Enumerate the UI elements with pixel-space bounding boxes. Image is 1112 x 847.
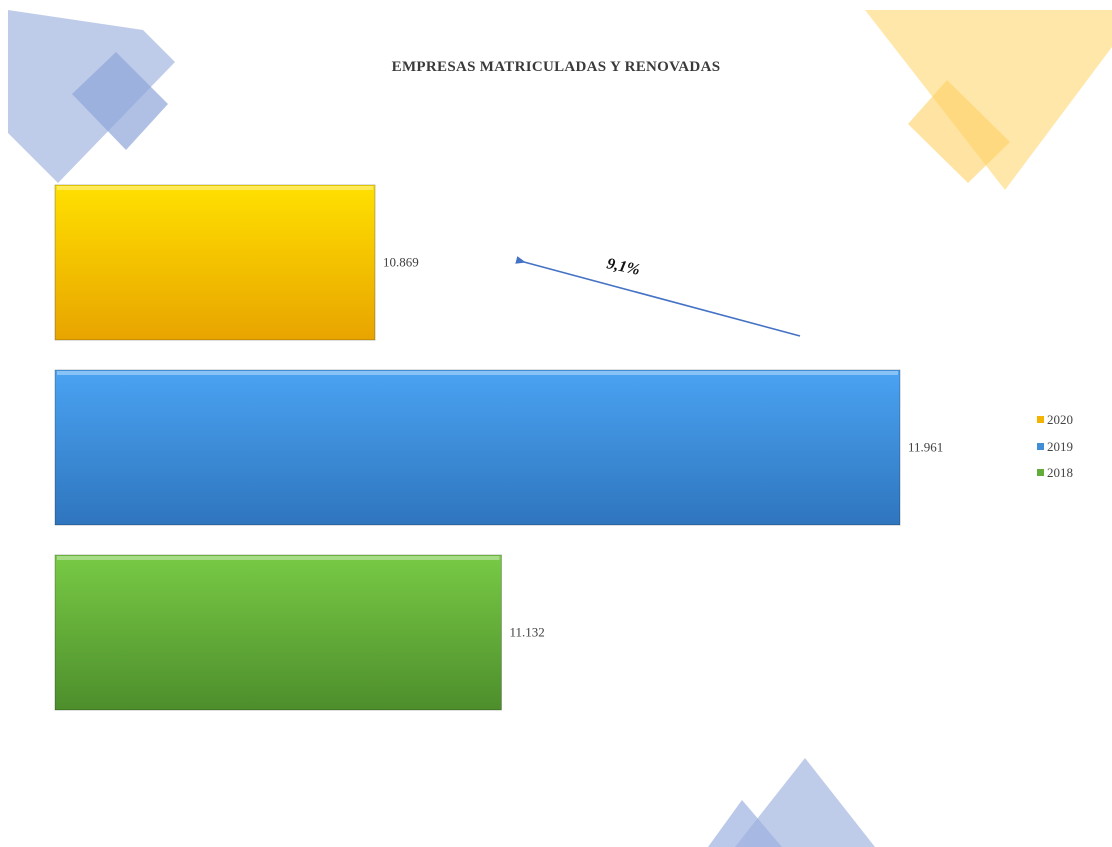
data-label-2020: 10.869	[383, 255, 419, 270]
legend-label-2019: 2019	[1047, 438, 1073, 454]
data-label-2019: 11.961	[908, 440, 943, 455]
data-label-2018: 11.132	[509, 625, 544, 640]
growth-annotation-label: 9,1%	[605, 255, 641, 279]
legend-item-2018: 2018	[1037, 465, 1073, 492]
legend-swatch-2019	[1037, 442, 1044, 450]
legend-label-2018: 2018	[1047, 465, 1073, 480]
growth-arrow	[515, 256, 801, 337]
decor-yellow-triangle-top-right	[865, 10, 1112, 190]
legend-item-2020: 2020	[1037, 412, 1073, 439]
bar-2020	[54, 184, 376, 341]
bar-highlight-2020	[57, 186, 373, 190]
chart-title: EMPRESAS MATRICULADAS Y RENOVADAS	[391, 59, 721, 75]
decor-blue-triangle-bottom-small	[708, 800, 782, 847]
chart-legend: 2020 2019 2018	[1037, 412, 1073, 492]
legend-swatch-2018	[1037, 469, 1044, 476]
decor-blue-diamond-top-left	[72, 52, 168, 150]
legend-item-2019: 2019	[1037, 439, 1073, 466]
legend-label-2020: 2020	[1047, 412, 1073, 427]
decor-yellow-diamond-top-right	[908, 80, 1010, 183]
decor-blue-triangle-bottom	[735, 758, 875, 847]
legend-swatch-2020	[1037, 416, 1044, 423]
bar-2019	[54, 369, 901, 526]
bar-2018	[54, 554, 502, 711]
bar-highlight-2018	[57, 556, 500, 560]
bar-highlight-2019	[57, 371, 898, 375]
